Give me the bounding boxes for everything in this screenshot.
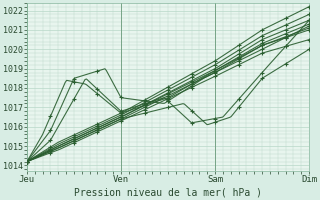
- X-axis label: Pression niveau de la mer( hPa ): Pression niveau de la mer( hPa ): [74, 187, 262, 197]
